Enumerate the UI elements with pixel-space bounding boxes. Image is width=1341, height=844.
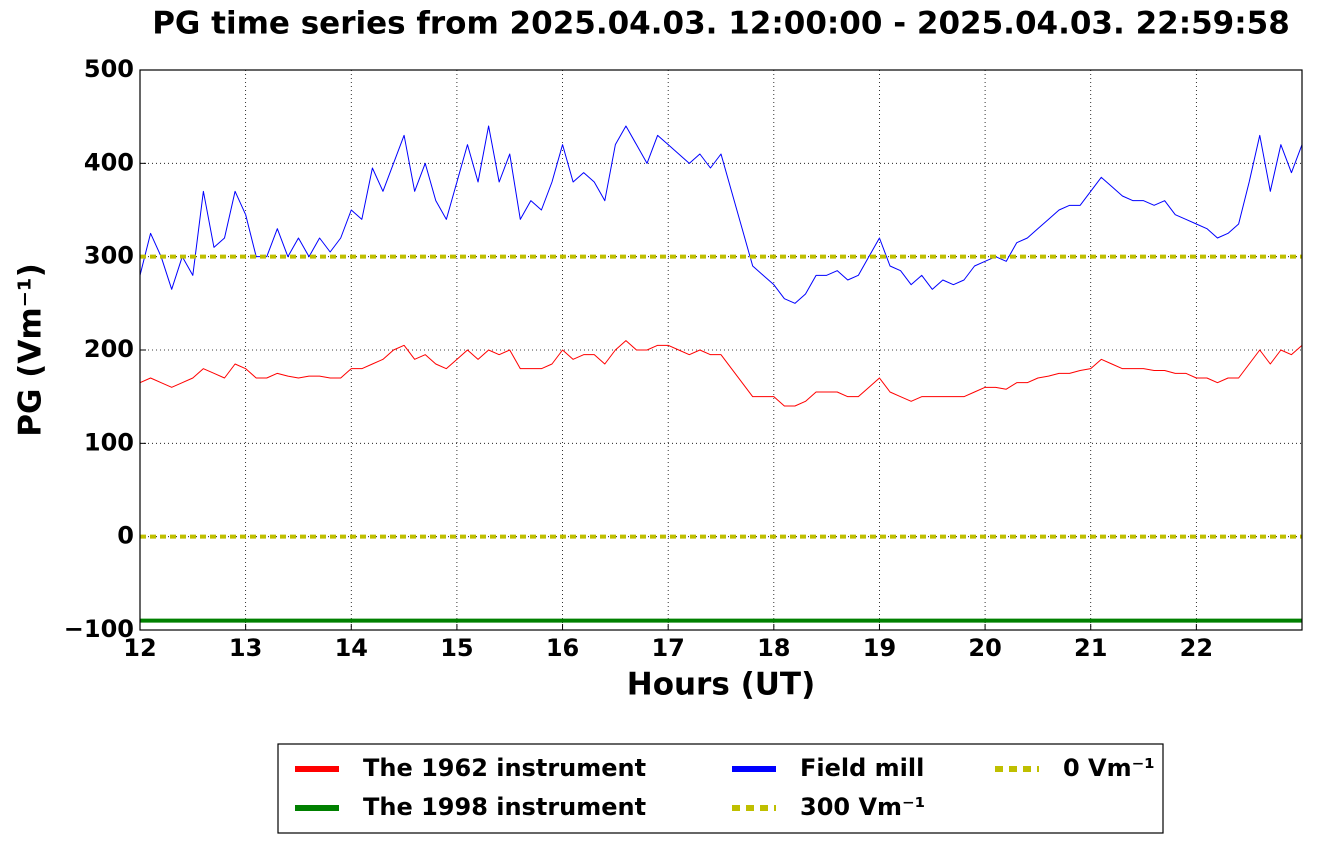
- legend-label: Field mill: [800, 754, 924, 782]
- legend-label: 0 Vm⁻¹: [1063, 754, 1155, 782]
- x-tick-label: 14: [335, 634, 368, 662]
- y-tick-label: 100: [84, 428, 134, 456]
- x-tick-label: 12: [123, 634, 156, 662]
- y-tick-label: 200: [84, 335, 134, 363]
- chart-title: PG time series from 2025.04.03. 12:00:00…: [152, 6, 1290, 42]
- legend-label: The 1998 instrument: [363, 793, 646, 821]
- x-tick-label: 22: [1180, 634, 1213, 662]
- series-line: [139, 125, 1303, 304]
- x-tick-label: 19: [863, 634, 896, 662]
- x-tick-label: 16: [546, 634, 579, 662]
- x-tick-label: 15: [440, 634, 473, 662]
- x-tick-label: 20: [968, 634, 1001, 662]
- x-tick-label: 17: [651, 634, 684, 662]
- legend-box: [277, 743, 1164, 834]
- x-tick-label: 18: [757, 634, 790, 662]
- plot-frame: [139, 69, 1303, 631]
- y-axis-label: PG (Vm⁻¹): [13, 263, 49, 437]
- x-tick-label: 21: [1074, 634, 1107, 662]
- x-tick-label: 13: [229, 634, 262, 662]
- series-line: [139, 340, 1303, 407]
- legend-label: 300 Vm⁻¹: [800, 793, 925, 821]
- y-tick-label: 0: [117, 522, 134, 550]
- y-tick-label: 300: [84, 242, 134, 270]
- y-tick-label: 400: [84, 148, 134, 176]
- legend-label: The 1962 instrument: [363, 754, 646, 782]
- x-axis-label: Hours (UT): [627, 667, 816, 703]
- y-tick-label: −100: [64, 615, 134, 643]
- y-tick-label: 500: [84, 55, 134, 83]
